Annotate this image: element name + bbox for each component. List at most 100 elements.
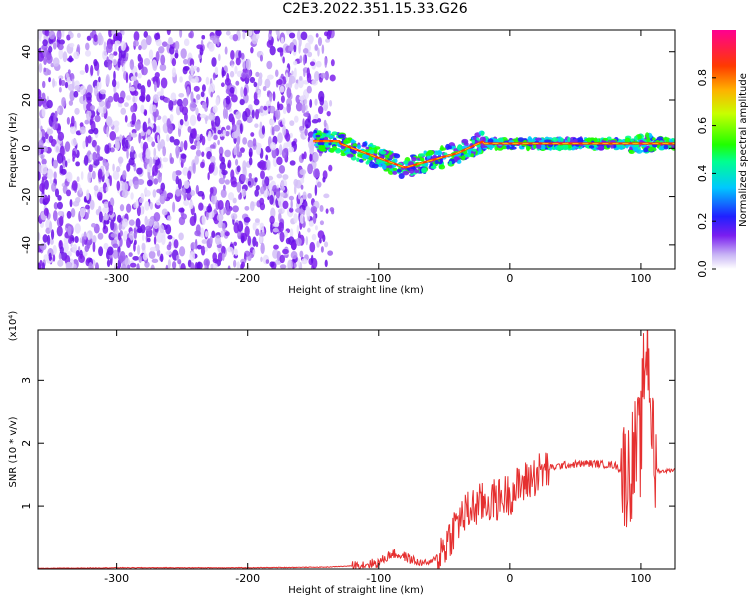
- spectrogram-noise-mark: [180, 140, 184, 151]
- spectrogram-noise-mark: [177, 178, 182, 190]
- spectrogram-noise-mark: [324, 241, 329, 248]
- spectrogram-noise-mark: [307, 51, 313, 58]
- spectrogram-noise-mark: [137, 83, 142, 90]
- spectrogram-noise-mark: [151, 104, 157, 113]
- spectrogram-noise-mark: [224, 46, 228, 55]
- spectrogram-noise-mark: [102, 206, 109, 214]
- spectrogram-noise-mark: [58, 253, 62, 260]
- spectrogram-noise-mark: [149, 246, 157, 252]
- spectrogram-noise-mark: [140, 104, 145, 114]
- spectrogram-noise-mark: [302, 47, 309, 54]
- spectrogram-noise-mark: [239, 123, 243, 135]
- spectrogram-noise-mark: [258, 72, 263, 79]
- spectrogram-noise-mark: [107, 246, 114, 256]
- spectrogram-noise-mark: [200, 39, 204, 47]
- spectrogram-signal-mark: [560, 137, 564, 142]
- spectrogram-noise-mark: [289, 228, 294, 238]
- spectrogram-noise-mark: [140, 224, 146, 234]
- spectrogram-noise-mark: [235, 111, 242, 120]
- spectrogram-noise-mark: [270, 222, 273, 234]
- spectrogram-noise-mark: [169, 136, 175, 143]
- spectrogram-signal-mark: [350, 140, 357, 144]
- spectrogram-noise-mark: [320, 72, 327, 79]
- spectrogram-noise-mark: [81, 236, 85, 247]
- spectrogram-noise-mark: [293, 115, 299, 123]
- spectrogram-noise-mark: [279, 254, 286, 264]
- spectrogram-noise-mark: [281, 117, 286, 126]
- spectrogram-noise-mark: [293, 67, 297, 79]
- spectrogram-noise-mark: [62, 51, 68, 63]
- spectrogram-signal-mark: [487, 138, 494, 144]
- spectrogram-signal-mark: [418, 153, 426, 157]
- spectrogram-noise-mark: [289, 160, 296, 166]
- spectrogram-noise-mark: [241, 261, 245, 268]
- spectrogram-noise-mark: [115, 166, 121, 173]
- spectrogram-noise-mark: [196, 140, 201, 151]
- spectrogram-noise-mark: [275, 30, 280, 36]
- spectrogram-noise-mark: [130, 192, 134, 200]
- spectrogram-signal-mark: [411, 156, 417, 162]
- spectrogram-noise-mark: [84, 63, 89, 74]
- spectrogram-noise-mark: [105, 165, 109, 171]
- spectrogram-noise-mark: [126, 203, 132, 213]
- spectrogram-signal-mark: [332, 145, 338, 151]
- spectrogram-noise-mark: [273, 221, 280, 228]
- spectrogram-noise-mark: [330, 209, 335, 215]
- spectrogram-noise-mark: [160, 54, 166, 66]
- spectrogram-noise-mark: [38, 30, 43, 39]
- spectrogram-noise-mark: [162, 115, 168, 124]
- spectrogram-noise-mark: [257, 76, 263, 87]
- spectrogram-noise-mark: [299, 168, 307, 176]
- snr-x-tick-label: 0: [506, 572, 513, 585]
- spectrogram-noise-mark: [254, 123, 259, 128]
- spectrogram-noise-mark: [106, 259, 111, 268]
- spectrogram-noise-mark: [52, 244, 57, 255]
- spectrogram-noise-mark: [188, 32, 193, 39]
- spectrogram-noise-mark: [40, 163, 48, 175]
- spectrogram-noise-mark: [245, 69, 252, 79]
- spectrogram-noise-mark: [291, 70, 294, 76]
- spectrogram-noise-mark: [52, 159, 59, 169]
- spectrogram-noise-mark: [145, 225, 152, 231]
- spectrogram-noise-mark: [242, 137, 248, 145]
- spectrogram-noise-mark: [98, 76, 101, 83]
- spectrogram-noise-mark: [189, 215, 197, 227]
- colorbar-tick-label: 0.6: [696, 117, 709, 135]
- spectrogram-signal-mark: [398, 173, 405, 179]
- spectrogram-noise-mark: [59, 145, 65, 157]
- spectrogram-noise-mark: [229, 86, 235, 94]
- spectrogram-noise-mark: [89, 32, 94, 39]
- spectrogram-noise-mark: [247, 181, 252, 186]
- spectrogram-noise-mark: [210, 210, 215, 218]
- spectrogram-x-tick-label: 100: [630, 272, 651, 285]
- spectrogram-noise-mark: [46, 128, 54, 135]
- spectrogram-noise-mark: [258, 232, 266, 237]
- spectrogram-noise-mark: [145, 35, 152, 46]
- spectrogram-signal-mark: [556, 145, 562, 151]
- spectrogram-noise-mark: [41, 92, 46, 102]
- spectrogram-noise-mark: [290, 250, 298, 260]
- spectrogram-noise-mark: [225, 95, 231, 105]
- spectrogram-signal-mark: [643, 147, 649, 153]
- spectrogram-noise-mark: [97, 168, 103, 180]
- spectrogram-noise-mark: [175, 145, 180, 157]
- colorbar-tick-label: 0.0: [696, 260, 709, 278]
- spectrogram-noise-mark: [42, 39, 48, 47]
- spectrogram-noise-mark: [269, 215, 275, 225]
- spectrogram-noise-mark: [90, 104, 95, 111]
- spectrogram-noise-mark: [327, 250, 334, 256]
- spectrogram-noise-mark: [319, 220, 325, 226]
- spectrogram-noise-mark: [79, 207, 86, 218]
- spectrogram-noise-mark: [104, 213, 109, 221]
- spectrogram-noise-mark: [79, 126, 86, 135]
- spectrogram-signal-mark: [318, 144, 326, 148]
- spectrogram-noise-mark: [107, 60, 113, 71]
- spectrogram-noise-mark: [66, 34, 71, 41]
- spectrogram-noise-mark: [121, 49, 126, 59]
- spectrogram-noise-mark: [310, 254, 314, 264]
- spectrogram-noise-mark: [52, 78, 55, 88]
- spectrogram-noise-mark: [69, 32, 74, 39]
- spectrogram-noise-mark: [232, 33, 239, 42]
- spectrogram-noise-mark: [109, 131, 117, 141]
- colorbar-label: Normalized spectral amplitude: [738, 73, 749, 227]
